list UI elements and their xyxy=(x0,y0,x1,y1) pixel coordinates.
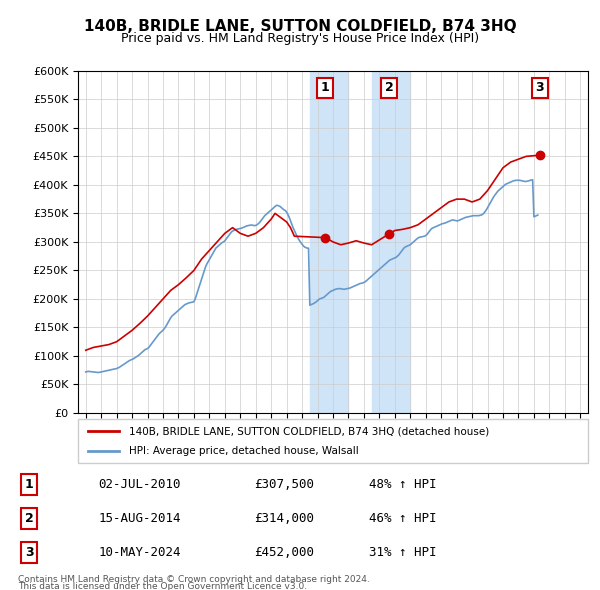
Text: 48% ↑ HPI: 48% ↑ HPI xyxy=(369,478,437,491)
Text: 10-MAY-2024: 10-MAY-2024 xyxy=(98,546,181,559)
Text: HPI: Average price, detached house, Walsall: HPI: Average price, detached house, Wals… xyxy=(129,446,359,455)
Bar xyxy=(371,71,410,413)
Text: 3: 3 xyxy=(25,546,34,559)
Text: This data is licensed under the Open Government Licence v3.0.: This data is licensed under the Open Gov… xyxy=(18,582,307,590)
Text: 46% ↑ HPI: 46% ↑ HPI xyxy=(369,512,437,525)
Text: Price paid vs. HM Land Registry's House Price Index (HPI): Price paid vs. HM Land Registry's House … xyxy=(121,32,479,45)
FancyBboxPatch shape xyxy=(78,419,588,463)
Bar xyxy=(310,71,349,413)
Text: 2: 2 xyxy=(25,512,34,525)
Text: 3: 3 xyxy=(535,81,544,94)
Text: 2: 2 xyxy=(385,81,394,94)
Text: 140B, BRIDLE LANE, SUTTON COLDFIELD, B74 3HQ: 140B, BRIDLE LANE, SUTTON COLDFIELD, B74… xyxy=(83,19,517,34)
Text: 31% ↑ HPI: 31% ↑ HPI xyxy=(369,546,437,559)
Text: 1: 1 xyxy=(25,478,34,491)
Text: 15-AUG-2014: 15-AUG-2014 xyxy=(98,512,181,525)
Text: £452,000: £452,000 xyxy=(254,546,314,559)
Text: 1: 1 xyxy=(321,81,329,94)
Text: £307,500: £307,500 xyxy=(254,478,314,491)
Bar xyxy=(534,71,588,413)
Text: £314,000: £314,000 xyxy=(254,512,314,525)
Text: 140B, BRIDLE LANE, SUTTON COLDFIELD, B74 3HQ (detached house): 140B, BRIDLE LANE, SUTTON COLDFIELD, B74… xyxy=(129,427,489,436)
Text: 02-JUL-2010: 02-JUL-2010 xyxy=(98,478,181,491)
Text: Contains HM Land Registry data © Crown copyright and database right 2024.: Contains HM Land Registry data © Crown c… xyxy=(18,575,370,584)
